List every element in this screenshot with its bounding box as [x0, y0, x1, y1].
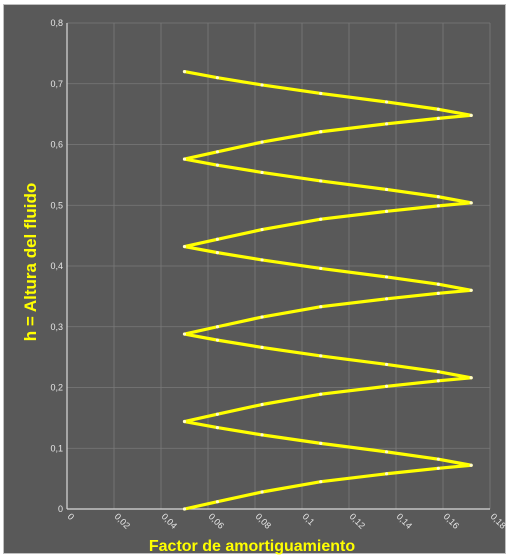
y-tick-label: 0,1 — [50, 443, 63, 453]
x-tick-label: 0,02 — [113, 511, 132, 530]
y-tick-label: 0,7 — [50, 79, 63, 89]
series-layer — [182, 69, 473, 511]
data-point — [385, 362, 389, 367]
data-point — [469, 376, 473, 380]
data-point — [319, 392, 323, 396]
data-point — [385, 187, 389, 192]
data-point — [319, 179, 323, 183]
data-point — [319, 130, 323, 134]
data-point — [436, 204, 440, 208]
data-point — [215, 412, 219, 416]
data-point — [436, 195, 440, 199]
y-tick-label: 0,2 — [50, 383, 63, 393]
y-tick-label: 0,3 — [50, 322, 63, 332]
data-point — [436, 457, 440, 461]
x-tick-label: 0,08 — [254, 511, 273, 530]
data-point — [385, 122, 389, 126]
data-point — [469, 288, 473, 292]
data-point — [319, 91, 323, 96]
data-point — [319, 217, 323, 221]
y-tick-label: 0,5 — [50, 200, 63, 210]
data-point — [215, 150, 219, 154]
data-point — [215, 325, 219, 329]
data-point — [319, 441, 323, 445]
data-point — [215, 425, 219, 430]
data-point — [182, 157, 187, 161]
data-point — [182, 332, 187, 336]
data-point — [215, 500, 219, 504]
data-point — [319, 480, 323, 484]
data-point — [215, 251, 219, 255]
chart-svg: 0 0,1 0,2 0,3 0,4 0,5 0,6 0,7 0,8 0 0,02 0,04 0,06 0,… — [21, 18, 507, 555]
data-point — [260, 345, 264, 350]
y-tick-label: 0,8 — [50, 18, 63, 28]
data-point — [182, 419, 187, 424]
data-point — [319, 305, 323, 309]
data-point — [469, 463, 473, 467]
data-point — [260, 433, 264, 437]
y-tick-label: 0,4 — [50, 261, 63, 271]
data-point — [436, 370, 440, 374]
data-point — [260, 258, 264, 262]
data-point — [215, 237, 219, 241]
data-point — [260, 170, 264, 175]
y-tick-label: 0,6 — [50, 140, 63, 150]
data-point — [385, 297, 389, 301]
data-point — [260, 402, 264, 407]
data-point — [385, 384, 389, 388]
x-tick-label: 0,04 — [160, 511, 179, 530]
y-tick-label: 0 — [58, 504, 63, 514]
data-point — [319, 354, 323, 358]
data-point — [385, 472, 389, 476]
data-point — [215, 76, 219, 80]
data-point — [260, 315, 264, 319]
data-point — [436, 107, 440, 111]
axes — [66, 23, 490, 510]
x-axis-title: Factor de amortiguamiento — [149, 538, 355, 555]
data-point — [260, 83, 264, 87]
data-point — [319, 266, 323, 271]
data-point — [385, 209, 389, 213]
chart-frame: 0 0,1 0,2 0,3 0,4 0,5 0,6 0,7 0,8 0 0,02 0,04 0,06 0,… — [3, 4, 507, 555]
data-point — [385, 450, 389, 454]
x-tick-label: 0,12 — [348, 511, 367, 530]
data-point — [469, 201, 473, 205]
data-point — [215, 338, 219, 342]
data-point — [385, 275, 389, 279]
data-point — [182, 70, 187, 74]
data-point — [436, 379, 440, 383]
data-point — [182, 244, 187, 249]
tick-labels: 0 0,1 0,2 0,3 0,4 0,5 0,6 0,7 0,8 0 0,02 0,04 0,06 0,… — [50, 18, 507, 531]
series-line — [182, 69, 473, 511]
grid — [67, 22, 491, 509]
x-tick-label: 0,14 — [395, 511, 414, 530]
data-point — [436, 291, 440, 295]
data-point — [260, 490, 264, 494]
data-point — [260, 227, 264, 232]
data-point — [215, 163, 219, 167]
data-point — [182, 507, 187, 511]
data-point — [260, 140, 264, 144]
data-point — [385, 100, 389, 104]
x-tick-label: 0,1 — [301, 511, 317, 527]
x-tick-label: 0,06 — [207, 511, 226, 530]
x-tick-label: 0 — [66, 511, 77, 522]
x-tick-label: 0,18 — [489, 511, 507, 530]
data-point — [469, 113, 473, 117]
data-point — [436, 466, 440, 470]
x-tick-label: 0,16 — [442, 511, 461, 530]
y-axis-title: h = Altura del fluido — [21, 183, 40, 342]
data-point — [436, 116, 440, 120]
data-point — [436, 282, 440, 286]
